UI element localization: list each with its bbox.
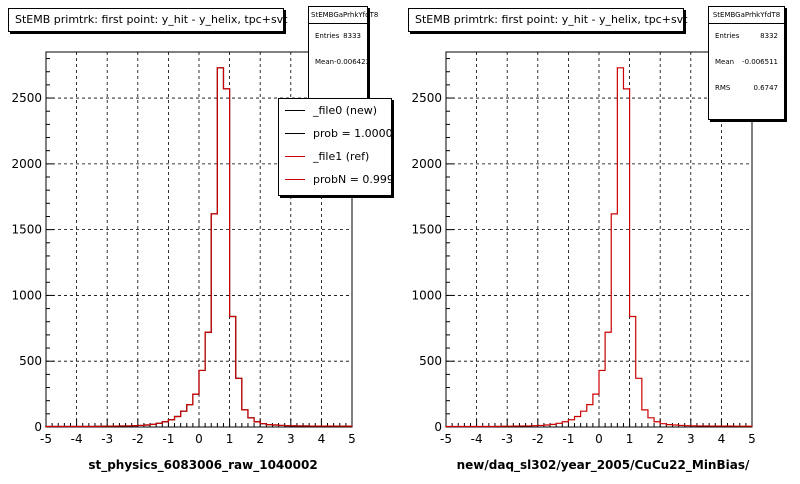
x-axis-title: st_physics_6083006_raw_1040002: [88, 458, 317, 473]
legend-label-probn: probN = 0.999998: [313, 173, 391, 186]
y-tick-label: 1000: [411, 288, 442, 302]
x-tick-label: -2: [532, 432, 544, 446]
left-histogram-pad: -5 -4 -3 -2 -1 0 1 2 3 4 5 0 500 1000 1500 2000 2500 st_p…: [0, 0, 400, 480]
x-tick-label: -4: [71, 432, 83, 446]
y-tick-label: 1500: [411, 223, 442, 237]
y-tick-label: 2000: [411, 157, 442, 171]
right-stats-entries-label: Entries: [715, 32, 740, 40]
right-stats-box: StEMBGaPrhkYfdT8 Entries 8332 Mean -0.00…: [708, 6, 785, 120]
right-stats-mean-label: Mean: [715, 58, 735, 66]
x-tick-label: 5: [348, 432, 356, 446]
legend-label-file1: _file1 (ref): [313, 150, 370, 163]
legend-swatch-file0: [285, 110, 305, 111]
x-axis-title: new/daq_sl302/year_2005/CuCu22_MinBias/: [457, 458, 750, 473]
x-tick-label: 1: [626, 432, 634, 446]
x-tick-label: 2: [656, 432, 664, 446]
y-tick-label: 0: [434, 420, 442, 434]
legend-entry-prob: prob = 1.000000: [279, 122, 391, 145]
legend-swatch-file1: [285, 156, 305, 157]
right-stats-entries-row: Entries 8332: [709, 24, 784, 50]
right-histogram-title: StEMB primtrk: first point: y_hit - y_he…: [408, 8, 688, 32]
y-tick-label: 2500: [11, 91, 42, 105]
x-tick-label: -1: [162, 432, 174, 446]
y-tick-label: 1000: [11, 288, 42, 302]
legend-swatch-prob: [285, 133, 305, 134]
x-tick-label: -5: [40, 432, 52, 446]
x-tick-label: -3: [101, 432, 113, 446]
x-tick-label: 0: [595, 432, 603, 446]
y-tick-label: 1500: [11, 223, 42, 237]
right-stats-mean-row: Mean -0.006511: [709, 50, 784, 76]
left-histogram-title: StEMB primtrk: first point: y_hit - y_he…: [8, 8, 288, 32]
right-histogram-pad: -5 -4 -3 -2 -1 0 1 2 3 4 5 0 500 1000 1500 2000 2500 new/…: [400, 0, 800, 480]
x-tick-label: 4: [718, 432, 726, 446]
right-histogram-plot: -5 -4 -3 -2 -1 0 1 2 3 4 5 0 500 1000 1500 2000 2500 new/…: [411, 51, 756, 473]
right-stats-rms-label: RMS: [715, 84, 731, 92]
left-stats-entries-label: Entries: [315, 32, 340, 40]
legend-box: _file0 (new) prob = 1.000000 _file1 (ref…: [278, 98, 392, 196]
x-tick-label: 0: [195, 432, 203, 446]
right-stats-title: StEMBGaPrhkYfdT8: [709, 7, 784, 24]
histogram-series-2: [45, 67, 353, 428]
histogram-series-1: [445, 67, 753, 428]
y-tick-label: 0: [34, 420, 42, 434]
x-tick-label: 1: [226, 432, 234, 446]
right-stats-entries-value: 8332: [760, 32, 778, 40]
x-tick-label: -2: [132, 432, 144, 446]
left-stats-entries-row: Entries 8333: [309, 24, 367, 50]
legend-label-file0: _file0 (new): [313, 104, 378, 117]
left-stats-mean-label: Mean: [315, 58, 335, 66]
left-stats-mean-value: -0.006423: [334, 58, 371, 66]
x-tick-label: 4: [318, 432, 326, 446]
x-tick-label: 3: [687, 432, 695, 446]
legend-swatch-probn: [285, 179, 305, 180]
legend-entry-file1: _file1 (ref): [279, 145, 391, 168]
left-stats-entries-value: 8333: [343, 32, 361, 40]
x-tick-label: -3: [501, 432, 513, 446]
left-stats-title: StEMBGaPrhkYfdT8: [309, 7, 378, 24]
right-stats-rms-value: 0.6747: [753, 84, 779, 92]
legend-entry-probn: probN = 0.999998: [279, 168, 391, 191]
y-tick-label: 500: [19, 354, 42, 368]
right-stats-mean-value: -0.006511: [742, 58, 778, 66]
y-tick-label: 500: [419, 354, 442, 368]
x-tick-label: -4: [471, 432, 483, 446]
x-tick-label: -1: [562, 432, 574, 446]
x-tick-label: 2: [256, 432, 264, 446]
y-tick-label: 2500: [411, 91, 442, 105]
x-tick-label: -5: [440, 432, 452, 446]
legend-entry-file0: _file0 (new): [279, 99, 391, 122]
x-tick-label: 5: [748, 432, 756, 446]
x-tick-label: 3: [287, 432, 295, 446]
legend-label-prob: prob = 1.000000: [313, 127, 392, 140]
y-tick-label: 2000: [11, 157, 42, 171]
right-stats-rms-row: RMS 0.6747: [709, 76, 784, 102]
left-stats-mean-row: Mean -0.006423: [309, 50, 371, 76]
